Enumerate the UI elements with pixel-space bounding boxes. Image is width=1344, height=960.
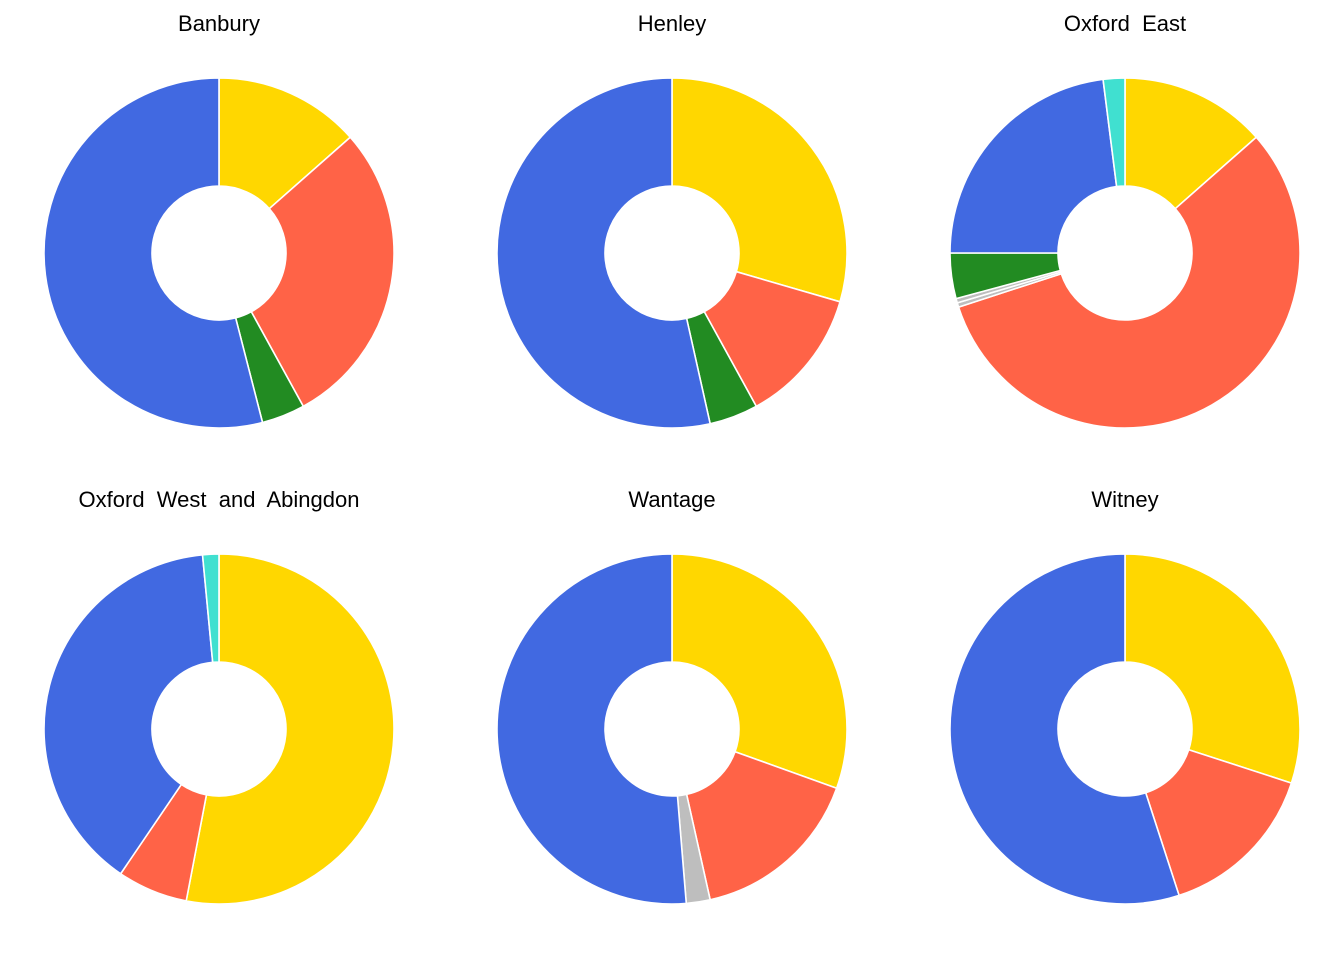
- pie-slice-2: [685, 750, 838, 901]
- chart-panel-witney: Witney: [949, 487, 1301, 905]
- chart-title: Oxford East: [1064, 11, 1186, 36]
- pie-slice-7: [1102, 77, 1126, 188]
- chart-title: Witney: [1091, 487, 1158, 512]
- chart-panel-henley: Henley: [496, 11, 848, 429]
- pie-slice-1: [1124, 553, 1301, 784]
- chart-title: Oxford West and Abingdon: [79, 487, 360, 512]
- chart-panel-wantage: Wantage: [496, 487, 848, 905]
- chart-panel-oxford-west-and-abingdon: Oxford West and Abingdon: [43, 487, 395, 905]
- pie-slice-1: [671, 77, 848, 303]
- pie-slice-6: [949, 78, 1118, 254]
- chart-panel-banbury: Banbury: [43, 11, 395, 429]
- pie-slice-4: [496, 553, 688, 905]
- pie-slice-3: [43, 553, 214, 875]
- pie-slice-4: [201, 553, 220, 664]
- pie-slice-4: [43, 77, 264, 429]
- pie-slice-2: [250, 136, 395, 408]
- pie-slice-1: [218, 77, 352, 210]
- chart-title: Wantage: [628, 487, 715, 512]
- pie-slice-3: [949, 553, 1180, 905]
- pie-slice-4: [496, 77, 711, 429]
- pie-slice-2: [957, 136, 1301, 429]
- pie-slice-1: [671, 553, 848, 790]
- pie-slice-2: [1144, 748, 1293, 897]
- pie-slice-1: [185, 553, 395, 905]
- chart-panel-oxford-east: Oxford East: [949, 11, 1301, 429]
- pie-slice-1: [1124, 77, 1258, 210]
- chart-title: Henley: [638, 11, 706, 36]
- chart-title: Banbury: [178, 11, 260, 36]
